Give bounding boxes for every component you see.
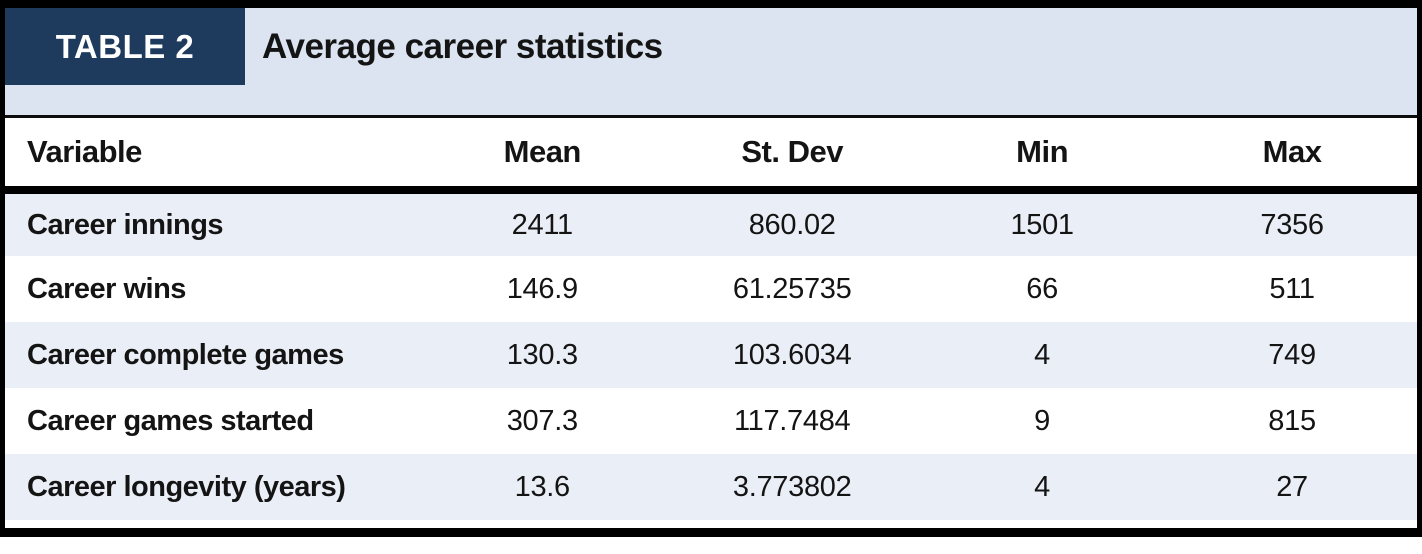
table-number-badge: TABLE 2 [5, 8, 245, 85]
cell-mean: 146.9 [506, 272, 578, 305]
cell-variable: Career innings [27, 208, 224, 241]
column-header-min: Min [917, 118, 1168, 194]
cell-st-dev: 860.02 [748, 208, 836, 241]
cell-variable: Career longevity (years) [27, 470, 346, 503]
cell-variable: Career wins [27, 272, 186, 305]
cell-variable: Career games started [27, 404, 314, 437]
cell-mean: 2411 [511, 208, 573, 241]
cell-max: 7356 [1260, 208, 1324, 241]
cell-st-dev: 61.25735 [732, 272, 852, 305]
column-header-variable: Variable [5, 118, 418, 194]
cell-mean: 13.6 [514, 470, 571, 503]
table-row: Career innings 2411 860.02 1501 7356 [5, 190, 1417, 256]
cell-min: 4 [1034, 470, 1051, 503]
cell-max: 815 [1268, 404, 1316, 437]
table-title: Average career statistics [262, 27, 663, 66]
table-number-label: TABLE 2 [55, 27, 195, 65]
cell-st-dev: 103.6034 [732, 338, 852, 371]
column-header-max: Max [1167, 118, 1417, 194]
table-header: Variable Mean St. Dev Min Max [5, 118, 1417, 194]
cell-max: 749 [1268, 338, 1316, 371]
cell-min: 9 [1034, 404, 1051, 437]
career-statistics-table: Variable Mean St. Dev Min Max Career inn… [5, 118, 1417, 520]
table-row: Career longevity (years) 13.6 3.773802 4… [5, 454, 1417, 520]
cell-st-dev: 117.7484 [733, 404, 851, 437]
table-row: Career games started 307.3 117.7484 9 81… [5, 388, 1417, 454]
cell-mean: 130.3 [506, 338, 578, 371]
column-header-mean: Mean [417, 118, 668, 194]
table-row: Career wins 146.9 61.25735 66 511 [5, 256, 1417, 322]
cell-st-dev: 3.773802 [732, 470, 852, 503]
statistics-table-frame: TABLE 2 Average career statistics Variab… [0, 0, 1422, 537]
cell-max: 511 [1269, 272, 1315, 305]
table-title-band: TABLE 2 Average career statistics [5, 8, 1417, 118]
table-body: Career innings 2411 860.02 1501 7356 Car… [5, 190, 1417, 520]
cell-min: 66 [1026, 272, 1058, 305]
column-header-st-dev: St. Dev [667, 118, 918, 194]
cell-min: 1501 [1010, 208, 1074, 241]
cell-mean: 307.3 [506, 404, 578, 437]
header-row: Variable Mean St. Dev Min Max [5, 118, 1417, 194]
cell-max: 27 [1276, 470, 1308, 503]
cell-variable: Career complete games [27, 338, 344, 371]
cell-min: 4 [1034, 338, 1051, 371]
table-row: Career complete games 130.3 103.6034 4 7… [5, 322, 1417, 388]
